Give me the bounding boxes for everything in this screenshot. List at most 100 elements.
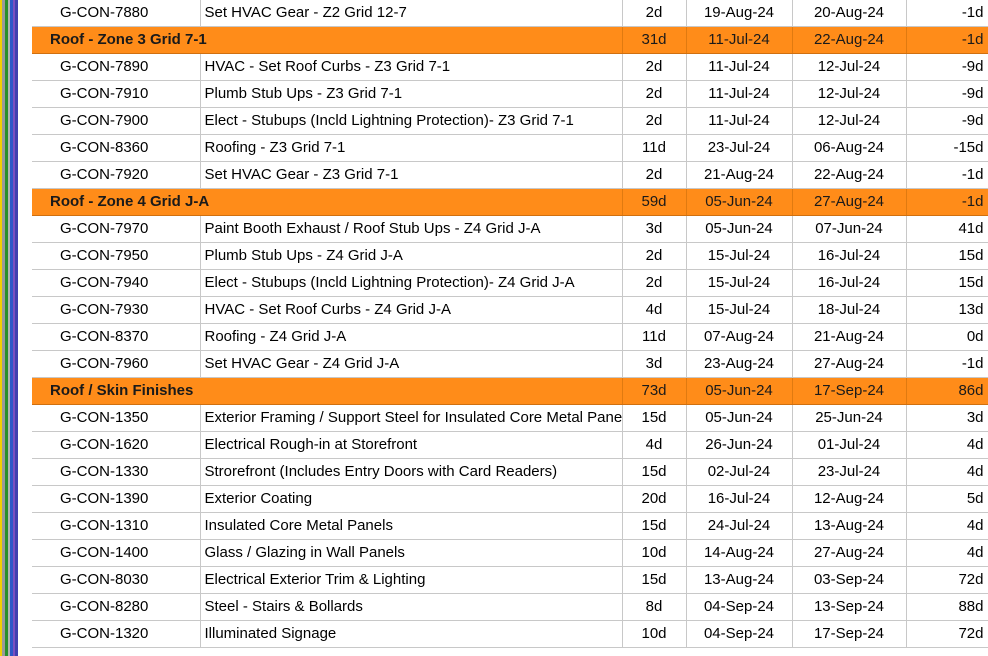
activity-id: G-CON-7930	[32, 296, 201, 324]
activity-name: Roofing - Z4 Grid J-A	[200, 323, 623, 351]
wbs-group-row[interactable]: Roof / Skin Finishes 73d 05-Jun-24 17-Sep-2…	[32, 377, 988, 405]
original-duration: 3d	[622, 350, 687, 378]
finish-date: 23-Jul-24	[792, 458, 907, 486]
original-duration: 11d	[622, 323, 687, 351]
activity-name: Illuminated Signage	[200, 620, 623, 648]
total-float: 13d	[906, 296, 988, 324]
activity-name: Elect - Stubups (Incld Lightning Protect…	[200, 107, 623, 135]
start-date: 26-Jun-24	[686, 431, 793, 459]
activity-id: G-CON-8030	[32, 566, 201, 594]
activity-name: Insulated Core Metal Panels	[200, 512, 623, 540]
activity-row[interactable]: G-CON-1320 Illuminated Signage 10d 04-Sep-2…	[32, 620, 988, 648]
original-duration: 3d	[622, 215, 687, 243]
activity-row[interactable]: G-CON-8370 Roofing - Z4 Grid J-A 11d 07-Aug…	[32, 323, 988, 351]
activity-row[interactable]: G-CON-1620 Electrical Rough-in at Storefr…	[32, 431, 988, 459]
activity-id: G-CON-1400	[32, 539, 201, 567]
total-float: -1d	[906, 188, 988, 216]
start-date: 23-Aug-24	[686, 350, 793, 378]
activity-row[interactable]: G-CON-7880 Set HVAC Gear - Z2 Grid 12-7 2d…	[32, 0, 988, 27]
finish-date: 12-Jul-24	[792, 53, 907, 81]
activity-row[interactable]: G-CON-1350 Exterior Framing / Support Ste…	[32, 404, 988, 432]
activity-row[interactable]: G-CON-7970 Paint Booth Exhaust / Roof Stu…	[32, 215, 988, 243]
finish-date: 16-Jul-24	[792, 269, 907, 297]
total-float: 4d	[906, 431, 988, 459]
wbs-group-row[interactable]: Roof - Zone 4 Grid J-A 59d 05-Jun-24 27-Aug…	[32, 188, 988, 216]
activity-row[interactable]: G-CON-1390 Exterior Coating 20d 16-Jul-24 12…	[32, 485, 988, 513]
original-duration: 10d	[622, 620, 687, 648]
total-float: -1d	[906, 26, 988, 54]
outline-stripe	[13, 0, 15, 656]
original-duration: 15d	[622, 566, 687, 594]
activity-id: G-CON-7900	[32, 107, 201, 135]
activity-row[interactable]: G-CON-7910 Plumb Stub Ups - Z3 Grid 7-1 2d…	[32, 80, 988, 108]
total-float: 86d	[906, 377, 988, 405]
start-date: 19-Aug-24	[686, 0, 793, 27]
total-float: 4d	[906, 458, 988, 486]
finish-date: 22-Aug-24	[792, 161, 907, 189]
activity-name: Exterior Coating	[200, 485, 623, 513]
finish-date: 07-Jun-24	[792, 215, 907, 243]
finish-date: 18-Jul-24	[792, 296, 907, 324]
finish-date: 27-Aug-24	[792, 539, 907, 567]
outline-stripe	[5, 0, 8, 656]
activity-row[interactable]: G-CON-1330 Strorefront (Includes Entry Do…	[32, 458, 988, 486]
activity-name: HVAC - Set Roof Curbs - Z3 Grid 7-1	[200, 53, 623, 81]
group-name: Roof / Skin Finishes	[32, 377, 623, 405]
activity-row[interactable]: G-CON-7960 Set HVAC Gear - Z4 Grid J-A 3d 2…	[32, 350, 988, 378]
activity-name: Exterior Framing / Support Steel for Ins…	[200, 404, 623, 432]
activity-id: G-CON-1620	[32, 431, 201, 459]
activity-name: Electrical Rough-in at Storefront	[200, 431, 623, 459]
activity-row[interactable]: G-CON-7920 Set HVAC Gear - Z3 Grid 7-1 2d 2…	[32, 161, 988, 189]
activity-id: G-CON-1320	[32, 620, 201, 648]
activity-id: G-CON-1330	[32, 458, 201, 486]
activity-row[interactable]: G-CON-7930 HVAC - Set Roof Curbs - Z4 Gri…	[32, 296, 988, 324]
activity-id: G-CON-8280	[32, 593, 201, 621]
wbs-group-row[interactable]: Roof - Zone 3 Grid 7-1 31d 11-Jul-24 22-Aug…	[32, 26, 988, 54]
activity-name: Set HVAC Gear - Z3 Grid 7-1	[200, 161, 623, 189]
total-float: 15d	[906, 269, 988, 297]
start-date: 14-Aug-24	[686, 539, 793, 567]
original-duration: 4d	[622, 431, 687, 459]
start-date: 05-Jun-24	[686, 188, 793, 216]
total-float: 88d	[906, 593, 988, 621]
outline-stripe	[8, 0, 10, 656]
activity-id: G-CON-7910	[32, 80, 201, 108]
finish-date: 27-Aug-24	[792, 188, 907, 216]
total-float: 72d	[906, 566, 988, 594]
activity-id: G-CON-1350	[32, 404, 201, 432]
start-date: 21-Aug-24	[686, 161, 793, 189]
original-duration: 2d	[622, 80, 687, 108]
finish-date: 12-Jul-24	[792, 107, 907, 135]
outline-stripe	[10, 0, 13, 656]
activity-row[interactable]: G-CON-8030 Electrical Exterior Trim & Lig…	[32, 566, 988, 594]
start-date: 11-Jul-24	[686, 80, 793, 108]
total-float: 0d	[906, 323, 988, 351]
total-float: 15d	[906, 242, 988, 270]
finish-date: 01-Jul-24	[792, 431, 907, 459]
activity-row[interactable]: G-CON-7950 Plumb Stub Ups - Z4 Grid J-A 2d…	[32, 242, 988, 270]
activity-name: Elect - Stubups (Incld Lightning Protect…	[200, 269, 623, 297]
activity-name: Plumb Stub Ups - Z3 Grid 7-1	[200, 80, 623, 108]
activity-id: G-CON-7950	[32, 242, 201, 270]
activity-row[interactable]: G-CON-1310 Insulated Core Metal Panels 15d…	[32, 512, 988, 540]
original-duration: 8d	[622, 593, 687, 621]
activity-id: G-CON-7880	[32, 0, 201, 27]
start-date: 15-Jul-24	[686, 269, 793, 297]
activity-row[interactable]: G-CON-1400 Glass / Glazing in Wall Panels…	[32, 539, 988, 567]
start-date: 15-Jul-24	[686, 242, 793, 270]
activity-row[interactable]: G-CON-8280 Steel - Stairs & Bollards 8d 04-…	[32, 593, 988, 621]
finish-date: 06-Aug-24	[792, 134, 907, 162]
activity-row[interactable]: G-CON-8360 Roofing - Z3 Grid 7-1 11d 23-Jul…	[32, 134, 988, 162]
activity-row[interactable]: G-CON-7890 HVAC - Set Roof Curbs - Z3 Gri…	[32, 53, 988, 81]
activity-name: Paint Booth Exhaust / Roof Stub Ups - Z4…	[200, 215, 623, 243]
activity-row[interactable]: G-CON-7900 Elect - Stubups (Incld Lightni…	[32, 107, 988, 135]
finish-date: 12-Jul-24	[792, 80, 907, 108]
original-duration: 15d	[622, 458, 687, 486]
activity-id: G-CON-8370	[32, 323, 201, 351]
activity-row[interactable]: G-CON-7940 Elect - Stubups (Incld Lightni…	[32, 269, 988, 297]
total-float: -9d	[906, 53, 988, 81]
activity-table: G-CON-7880 Set HVAC Gear - Z2 Grid 12-7 2d…	[32, 0, 988, 648]
activity-name: Roofing - Z3 Grid 7-1	[200, 134, 623, 162]
finish-date: 12-Aug-24	[792, 485, 907, 513]
total-float: -9d	[906, 107, 988, 135]
